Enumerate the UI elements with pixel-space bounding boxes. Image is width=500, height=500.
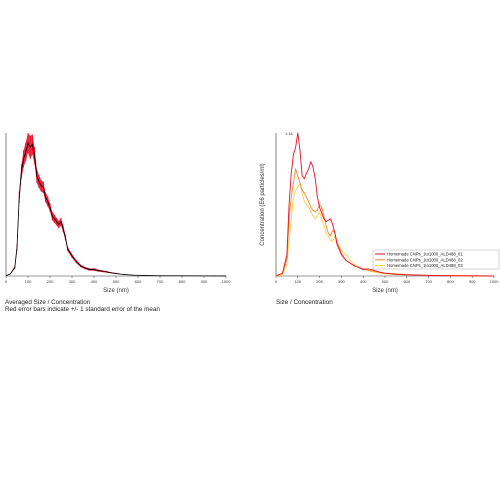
right-chart-x-tick-label: 600: [403, 279, 410, 284]
right-chart-series: [275, 132, 495, 277]
legend-entry: Homemade CNPs_1to1000_ALD488_03: [387, 263, 463, 268]
left-chart-x-ticks: 0 100 200 300 400 500 600 700 800 900 1000: [5, 276, 231, 284]
left-chart-caption: Averaged Size / Concentration Red error …: [5, 299, 160, 313]
right-chart-x-tick-label: 400: [360, 279, 367, 284]
left-chart-x-tick-label: 700: [157, 279, 164, 284]
left-chart-x-tick-label: 500: [113, 279, 120, 284]
left-chart-error-bars: [5, 133, 227, 276]
right-chart-x-tick-label: 0: [275, 279, 278, 284]
right-chart-x-tick-label: 700: [425, 279, 432, 284]
right-chart-x-tick-label: 900: [469, 279, 476, 284]
left-chart-x-tick-label: 100: [25, 279, 32, 284]
left-caption-line-1: Averaged Size / Concentration: [5, 299, 91, 306]
right-chart-x-tick-label: 200: [316, 279, 323, 284]
left-chart-series: [5, 141, 227, 277]
legend-box: [372, 249, 500, 270]
left-chart-x-tick-label: 200: [47, 279, 54, 284]
error-band: [6, 133, 226, 276]
left-chart-x-tick-label: 0: [5, 279, 8, 284]
right-chart-legend: Homemade CNPs_1to1000_ALD488_01Homemade …: [372, 249, 500, 270]
right-chart-x-tick-label: 800: [447, 279, 454, 284]
series-line-1: [275, 132, 495, 277]
right-chart-x-ticks: 0 100 200 300 400 500 600 700 800 900 1000: [275, 276, 499, 284]
right-chart-x-axis-label: Size (nm): [372, 288, 398, 294]
right-caption-line-1: Size / Concentration: [276, 299, 333, 306]
right-chart-x-tick-label: 1000: [490, 279, 500, 284]
left-chart-x-tick-label: 600: [135, 279, 142, 284]
averaged-size-concentration-chart: 0 100 200 300 400 500 600 700 800 900 1000 Size (n…: [5, 133, 231, 294]
legend-entry: Homemade CNPs_1to1000_ALD488_01: [387, 252, 463, 257]
legend-entry: Homemade CNPs_1to1000_ALD488_02: [387, 257, 463, 262]
right-chart-x-tick-label: 100: [294, 279, 301, 284]
left-chart-x-tick-label: 1000: [222, 279, 232, 284]
left-chart-x-axis-label: Size (nm): [103, 288, 129, 294]
left-chart-x-tick-label: 400: [91, 279, 98, 284]
series-line-3: [275, 182, 495, 277]
left-chart-x-tick-label: 800: [179, 279, 186, 284]
right-chart-x-tick-label: 500: [382, 279, 389, 284]
left-chart-x-tick-label: 300: [69, 279, 76, 284]
right-chart-x-tick-label: 300: [338, 279, 345, 284]
right-chart-y-tick-label: 1.16: [285, 131, 294, 136]
left-chart-x-tick-label: 900: [201, 279, 208, 284]
left-caption-line-2: Red error bars indicate +/- 1 standard e…: [5, 306, 160, 313]
mean-concentration-line: [5, 141, 227, 277]
size-concentration-chart: 0 100 200 300 400 500 600 700 800 900 1000 1.16 Si…: [260, 131, 499, 294]
right-chart-y-axis-label: Concentration (E6 particles/ml): [260, 163, 266, 245]
right-chart-caption: Size / Concentration: [276, 299, 333, 306]
